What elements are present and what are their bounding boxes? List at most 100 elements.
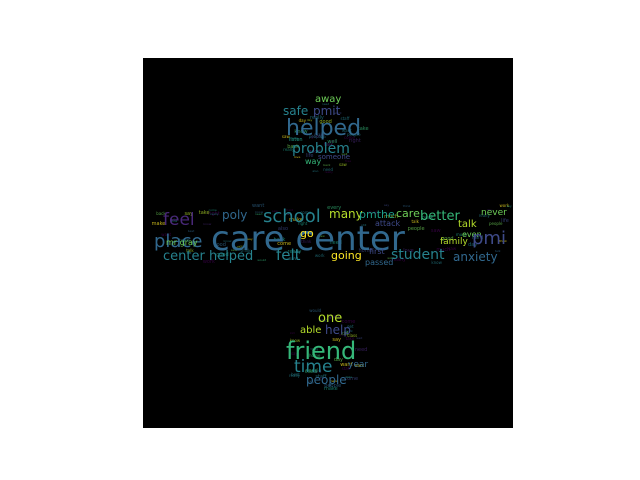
filler-word: work xyxy=(345,328,353,333)
word-family: family xyxy=(440,237,468,247)
filler-word: hard xyxy=(318,317,328,323)
word-way: way xyxy=(305,157,322,166)
filler-word: hard xyxy=(312,368,322,374)
filler-word: come xyxy=(341,318,356,325)
word-first: first xyxy=(369,247,385,256)
word-even: even xyxy=(462,230,482,239)
wordcloud-canvas: think talk good much love need back really talk m… xyxy=(143,58,513,428)
word-someone: someone xyxy=(318,153,351,161)
word-pmit: pmit xyxy=(313,104,341,118)
filler-word: good xyxy=(329,313,340,319)
word-going: going xyxy=(331,249,362,262)
filler-word: good xyxy=(319,119,332,126)
word-help: help xyxy=(325,323,351,337)
filler-word: want xyxy=(161,231,172,237)
filler-word: would xyxy=(257,258,267,263)
word-pmthe: pmthe xyxy=(359,208,395,221)
word-away: away xyxy=(315,94,342,105)
filler-word: know xyxy=(289,337,301,343)
filler-word: say xyxy=(383,203,390,208)
filler-word: right xyxy=(349,137,361,144)
filler-word: back xyxy=(273,236,286,243)
filler-word: staff xyxy=(315,373,327,380)
filler-word: day xyxy=(285,211,292,216)
filler-word: come xyxy=(343,135,355,141)
word-attack: attack xyxy=(375,219,401,228)
filler-word: think xyxy=(339,332,347,337)
wordcloud: think talk good much love need back really talk m… xyxy=(143,58,513,428)
filler-word: know xyxy=(223,238,232,243)
filler-word: kid xyxy=(171,217,178,223)
filler-word: say xyxy=(290,351,298,357)
word-listen: listen xyxy=(289,137,303,143)
filler-word: want xyxy=(334,111,342,116)
filler-word: saw xyxy=(430,227,441,234)
filler-word: know xyxy=(203,222,212,227)
filler-word: staff xyxy=(341,365,351,371)
word-never: never xyxy=(481,208,507,218)
word-passed: passed xyxy=(365,258,394,267)
filler-word: make xyxy=(314,131,326,137)
filler-word: class xyxy=(304,369,318,376)
filler-word: still xyxy=(361,223,367,227)
filler-word: back xyxy=(323,163,331,168)
word-year: year xyxy=(348,360,369,370)
filler-word: people xyxy=(308,133,323,139)
word-helped: helped xyxy=(286,116,362,141)
filler-word: work xyxy=(314,253,325,259)
word-better: better xyxy=(420,209,460,224)
filler-word: need xyxy=(323,166,334,172)
word-one: one xyxy=(318,311,343,326)
word-poly: poly xyxy=(222,208,248,222)
filler-word: love xyxy=(403,247,414,254)
filler-word: best xyxy=(291,372,300,378)
word-friend: friend xyxy=(286,337,357,365)
filler-word: people xyxy=(324,382,342,389)
filler-word: life xyxy=(307,380,314,386)
word-anxiety: anxiety xyxy=(453,250,498,264)
filler-word: take xyxy=(345,335,355,341)
word-able: able xyxy=(300,325,322,336)
filler-word: kid xyxy=(319,376,325,381)
filler-word: say xyxy=(184,210,194,217)
word-talk: talk xyxy=(458,219,477,230)
word-feel: feel xyxy=(163,210,195,230)
word-go: go xyxy=(300,227,314,240)
filler-word: say xyxy=(506,203,512,208)
word-care-center: care center xyxy=(211,219,405,259)
filler-word: think xyxy=(240,248,251,254)
filler-word: back xyxy=(156,210,166,216)
filler-word: saw xyxy=(339,161,347,167)
filler-word: staff xyxy=(340,115,350,121)
word-safe: safe xyxy=(283,104,309,118)
filler-word: really xyxy=(283,147,295,153)
word-student: student xyxy=(391,247,445,263)
filler-word: day xyxy=(486,208,493,213)
filler-word: day xyxy=(333,357,344,364)
filler-word: talk xyxy=(324,142,334,148)
filler-word: well xyxy=(327,138,338,145)
filler-word: take xyxy=(198,209,210,216)
filler-word: back xyxy=(421,215,434,222)
filler-word: lot xyxy=(311,348,316,353)
filler-word: well xyxy=(356,336,363,341)
filler-word: think xyxy=(368,209,379,215)
filler-word: want xyxy=(341,127,352,133)
filler-word: talk xyxy=(186,248,194,254)
word-time: time xyxy=(294,357,333,377)
filler-word: good xyxy=(308,149,321,156)
filler-word: really xyxy=(210,211,219,216)
filler-word: know xyxy=(255,210,264,215)
filler-word: come xyxy=(344,376,359,383)
filler-word: come xyxy=(277,241,292,248)
filler-word: good xyxy=(310,134,321,140)
filler-word: good xyxy=(216,251,229,258)
word-felt: felt xyxy=(276,246,301,264)
filler-word: think xyxy=(301,239,312,245)
filler-word: well xyxy=(341,151,348,156)
filler-word: much xyxy=(384,214,399,221)
filler-word: much xyxy=(436,247,451,254)
filler-word: good xyxy=(213,242,226,249)
filler-word: right xyxy=(208,210,220,217)
filler-word: think xyxy=(402,203,411,208)
